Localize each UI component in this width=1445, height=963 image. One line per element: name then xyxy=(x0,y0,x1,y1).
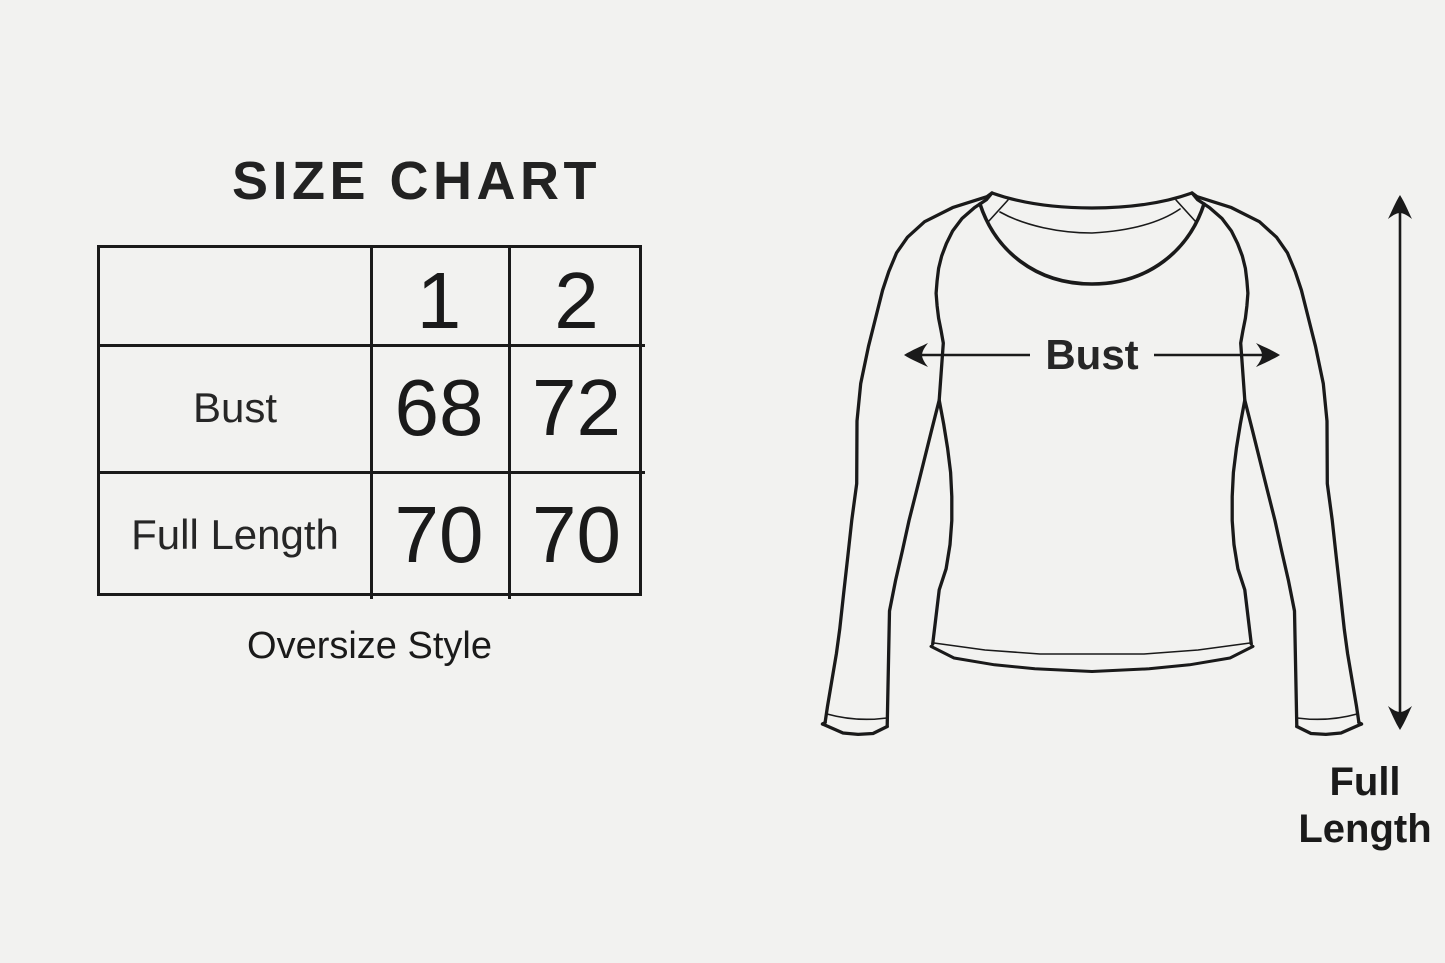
svg-text:Bust: Bust xyxy=(1045,331,1138,378)
